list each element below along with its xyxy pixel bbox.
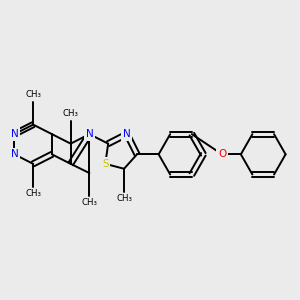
Text: CH₃: CH₃ [63, 109, 79, 118]
Text: N: N [11, 149, 18, 159]
Text: CH₃: CH₃ [25, 90, 41, 99]
Text: N: N [123, 129, 131, 139]
Text: S: S [102, 159, 109, 169]
Text: O: O [218, 149, 226, 159]
Text: CH₃: CH₃ [81, 199, 98, 208]
Text: CH₃: CH₃ [116, 194, 132, 203]
Text: N: N [85, 129, 93, 139]
Text: N: N [11, 129, 18, 139]
Text: CH₃: CH₃ [25, 189, 41, 198]
